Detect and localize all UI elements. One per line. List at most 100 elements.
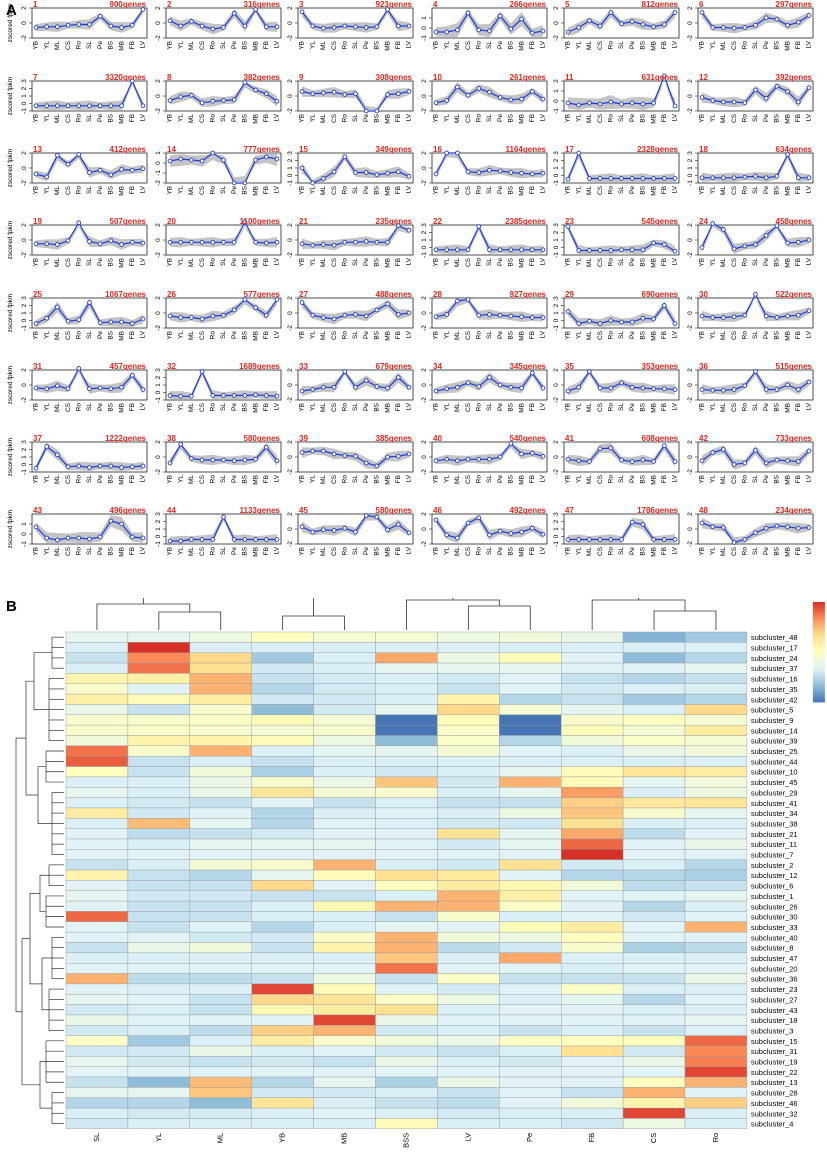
heatmap-cell	[622, 683, 686, 695]
mean-point	[342, 92, 348, 97]
y-tick-label: 0	[553, 21, 560, 25]
x-tick-label: Ro	[742, 547, 749, 556]
heatmap-cell	[437, 662, 500, 674]
mean-point	[321, 384, 326, 390]
mean-point	[108, 238, 114, 244]
column-label: BSS	[401, 1133, 410, 1148]
cluster-number: 47	[565, 506, 574, 515]
cluster-number: 41	[565, 434, 574, 443]
mean-point	[242, 537, 248, 542]
heatmap-cell	[622, 797, 686, 809]
x-tick-label: SL	[220, 41, 227, 49]
cluster-number: 25	[33, 290, 42, 299]
heatmap-cell	[684, 787, 748, 798]
x-tick-label: CS	[65, 330, 72, 340]
mean-point	[140, 535, 146, 541]
mean-point	[108, 518, 114, 524]
mean-point	[785, 240, 790, 246]
x-tick-label: SL	[486, 186, 493, 194]
gene-count: 382genes	[244, 73, 281, 82]
colorbar-step	[812, 604, 825, 607]
y-tick-label: 0	[421, 26, 428, 30]
heatmap-cell	[251, 693, 314, 705]
row-label: subcluster_41	[751, 799, 798, 808]
x-tick-label: YL	[575, 186, 582, 194]
mean-point	[444, 98, 450, 103]
heatmap-cell	[375, 828, 438, 840]
mean-point	[108, 172, 114, 178]
mean-point	[763, 15, 769, 21]
y-tick-label: -1	[421, 252, 428, 258]
heatmap-cell	[622, 911, 686, 923]
x-tick-label: SL	[352, 547, 359, 555]
mean-point	[406, 384, 412, 390]
y-tick-label: -2	[21, 252, 28, 258]
heatmap-cell	[127, 673, 191, 684]
y-tick-label: -1	[155, 397, 162, 403]
mean-point	[274, 24, 280, 30]
mean-point	[785, 382, 790, 388]
y-tick-label: -2	[553, 469, 560, 475]
x-tick-label: FB	[129, 331, 136, 339]
heatmap-cell	[313, 766, 376, 778]
x-tick-label: Pe	[97, 114, 104, 122]
mean-point	[444, 386, 450, 392]
colorbar-step	[812, 684, 825, 687]
colorbar-step	[812, 676, 825, 679]
x-tick-label: ML	[320, 331, 327, 340]
mean-point	[178, 23, 184, 29]
heatmap-cell	[561, 755, 624, 767]
mean-point	[119, 242, 124, 247]
gene-count: 266genes	[510, 0, 547, 9]
y-tick-label: 2	[687, 368, 694, 372]
mean-point	[710, 25, 716, 30]
mean-point	[221, 514, 226, 520]
heatmap-cell	[251, 900, 314, 912]
cluster-number: 1	[33, 0, 38, 9]
mean-point	[189, 537, 194, 542]
x-tick-label: SL	[352, 186, 359, 194]
mean-point	[565, 176, 571, 182]
x-tick-label: YB	[565, 186, 572, 195]
heatmap-cell	[189, 735, 252, 747]
mean-point	[731, 25, 737, 31]
heatmap-cell	[684, 704, 748, 715]
heatmap-cell	[684, 662, 748, 674]
heatmap-cell	[189, 745, 252, 757]
colorbar-step	[812, 616, 825, 619]
mean-point	[565, 388, 571, 394]
mean-point	[672, 387, 678, 392]
heatmap-cell	[251, 849, 314, 860]
mean-point	[487, 28, 492, 34]
cluster-number: 27	[299, 290, 308, 299]
cluster-number: 33	[299, 362, 308, 371]
y-tick-label: 0	[155, 311, 162, 315]
gene-band	[568, 517, 675, 543]
mean-point	[33, 321, 39, 326]
y-tick-label: 2	[421, 230, 428, 234]
x-tick-label: SL	[618, 41, 625, 49]
heatmap-cell	[437, 890, 500, 902]
heatmap-cell	[561, 1066, 624, 1078]
heatmap-cell	[499, 1107, 562, 1119]
row-label: subcluster_48	[751, 633, 798, 642]
heatmap-cell	[622, 735, 686, 747]
y-tick-label: 2	[155, 223, 162, 227]
y-tick-label: -2	[421, 541, 428, 547]
x-tick-label: YB	[299, 475, 306, 484]
y-tick-label: 0	[155, 161, 162, 165]
mean-point	[433, 458, 439, 464]
x-tick-label: YL	[443, 114, 450, 122]
y-tick-label: 0	[553, 534, 560, 538]
heatmap-cell	[684, 942, 748, 954]
row-label: subcluster_16	[751, 675, 798, 684]
mean-point	[44, 535, 50, 541]
x-tick-label: YL	[443, 258, 450, 266]
mean-point	[529, 450, 535, 456]
mean-point	[721, 387, 726, 393]
mean-point	[395, 522, 401, 527]
heatmap-cell	[499, 890, 562, 902]
